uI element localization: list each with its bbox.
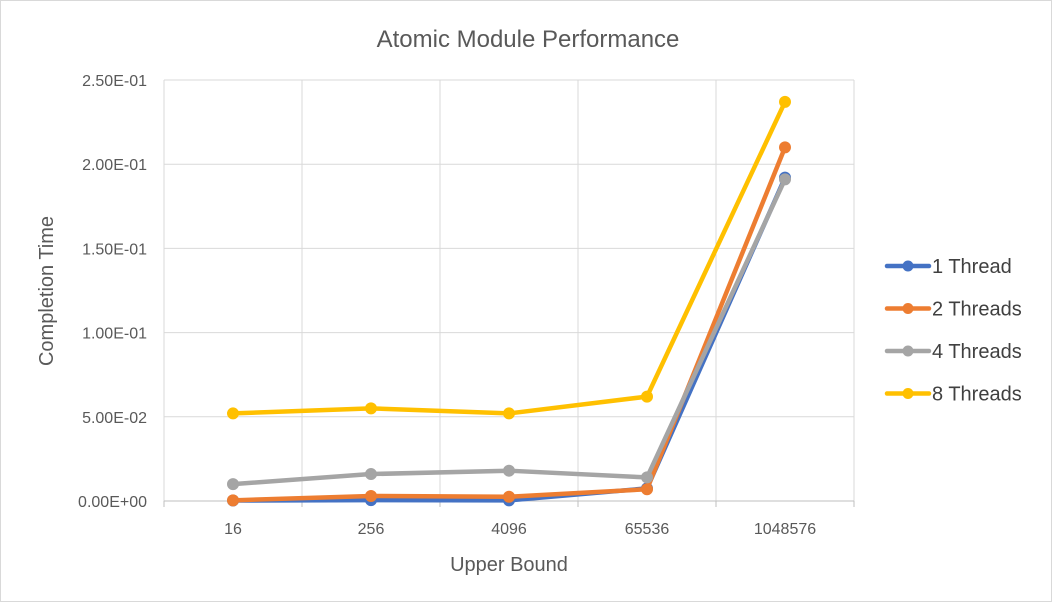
x-tick-label: 1048576 [754, 521, 816, 538]
data-point [779, 173, 791, 186]
data-point [503, 407, 515, 420]
legend-item: 2 Threads [884, 299, 1022, 321]
y-tick-label: 0.00E+00 [78, 494, 147, 511]
legend-label: 4 Threads [932, 341, 1022, 363]
data-point [227, 478, 239, 491]
legend-label: 1 Thread [932, 256, 1012, 278]
series-2-threads [227, 141, 791, 507]
y-tick-label: 2.50E-01 [82, 73, 147, 90]
series-lines [227, 95, 791, 507]
y-axis-ticks: 0.00E+00 5.00E-02 1.00E-01 1.50E-01 2.00E-01… [78, 73, 147, 511]
data-point [227, 407, 239, 420]
series-8-threads [227, 95, 791, 420]
data-point [503, 464, 515, 477]
y-tick-label: 1.00E-01 [82, 326, 147, 343]
y-tick-label: 2.00E-01 [82, 157, 147, 174]
data-point [641, 390, 653, 403]
y-axis-title: Completion Time [36, 216, 58, 366]
series-line [230, 145, 788, 503]
legend-item: 1 Thread [884, 256, 1012, 278]
x-tick-label: 65536 [625, 521, 670, 538]
data-point [227, 494, 239, 507]
x-tick-label: 256 [358, 521, 385, 538]
legend-label: 2 Threads [932, 299, 1022, 321]
chart-title: Atomic Module Performance [377, 26, 680, 53]
x-axis-ticks: 16 256 4096 65536 1048576 [163, 501, 855, 538]
legend-marker [902, 303, 914, 314]
x-tick-label: 4096 [491, 521, 527, 538]
series-4-threads [227, 173, 791, 491]
data-point [365, 489, 377, 502]
legend-marker [902, 388, 914, 399]
data-point [365, 402, 377, 415]
series-line [230, 175, 788, 503]
x-axis-title: Upper Bound [450, 554, 568, 576]
legend: 1 Thread 2 Threads 4 Threads 8 Threads [884, 256, 1022, 406]
gridlines [163, 79, 855, 502]
series-line [230, 177, 788, 487]
legend-label: 8 Threads [932, 384, 1022, 406]
data-point [641, 471, 653, 484]
legend-marker [902, 260, 914, 272]
data-point [365, 468, 377, 481]
legend-item: 4 Threads [884, 341, 1022, 363]
y-tick-label: 5.00E-02 [82, 410, 147, 427]
data-point [503, 490, 515, 503]
x-tick-label: 16 [224, 521, 242, 538]
data-point [779, 95, 791, 108]
data-point [779, 141, 791, 154]
legend-item: 8 Threads [884, 384, 1022, 406]
legend-marker [902, 345, 914, 357]
data-point [641, 483, 653, 496]
y-tick-label: 1.50E-01 [82, 241, 147, 258]
